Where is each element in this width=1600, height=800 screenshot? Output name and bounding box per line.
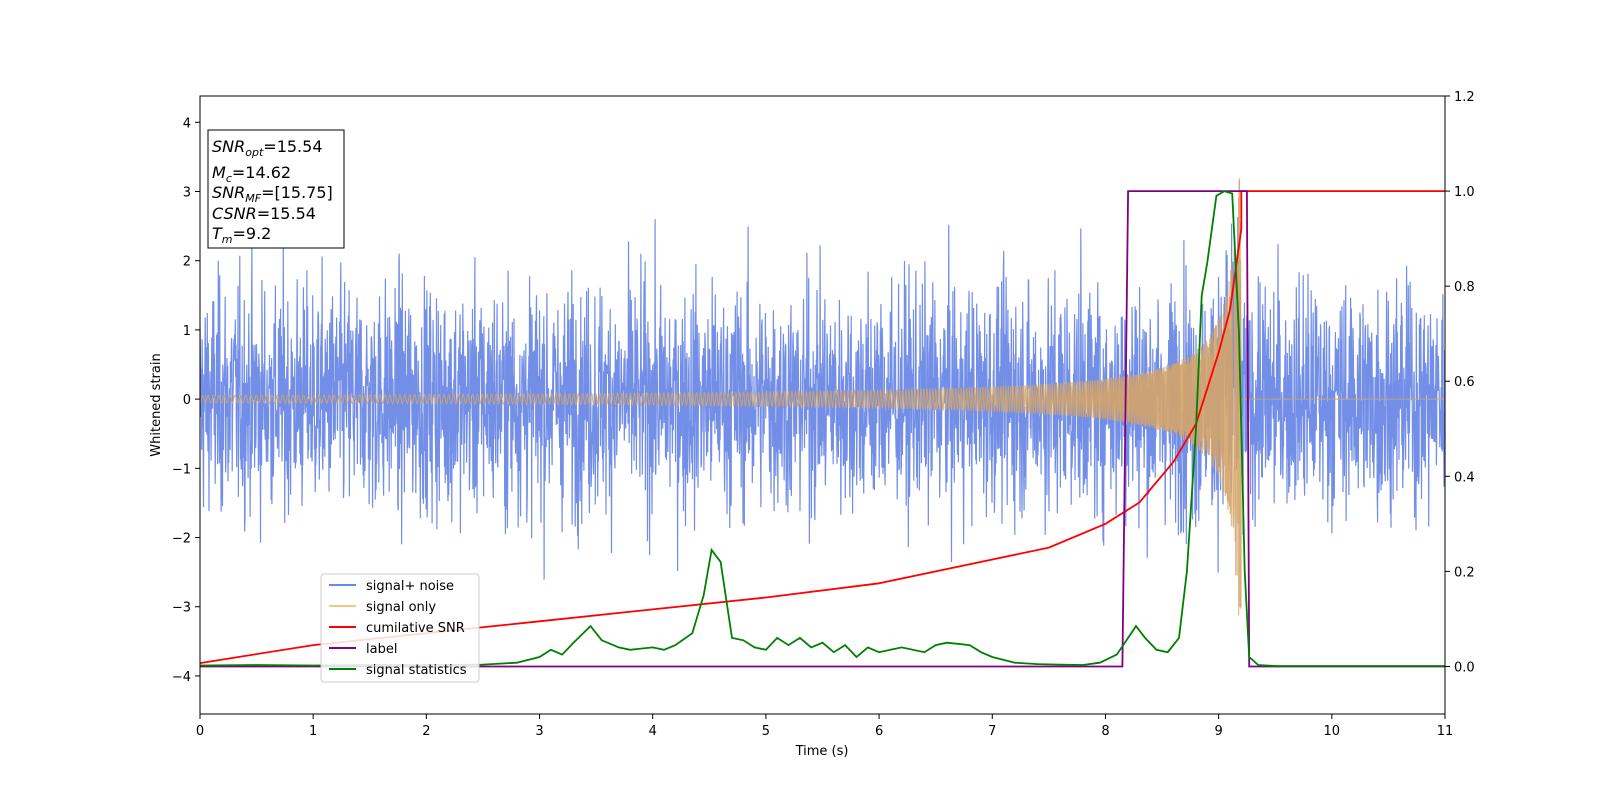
annotation-tm: Tm=9.2 (212, 224, 271, 246)
legend-label-signal-noise: signal+ noise (366, 579, 454, 594)
series-lines (199, 190, 1445, 668)
annotation-mc: Mc=14.62 (212, 163, 291, 185)
legend: signal+ noise signal only cumilative SNR… (320, 573, 480, 683)
x-tick-label: 5 (762, 724, 770, 739)
x-tick-label: 9 (1214, 724, 1222, 739)
y-tick-label: −2 (172, 532, 191, 547)
series-signal-only (199, 178, 1445, 616)
x-tick-label: 10 (1324, 724, 1341, 739)
y-axis-label: Whitened strain (149, 353, 164, 456)
series-signal-noise-line (199, 216, 1446, 580)
series-signal-statistics-line (199, 190, 1445, 667)
x-tick-label: 1 (309, 724, 317, 739)
annotation-csnr: CSNR=15.54 (212, 204, 316, 223)
y-tick-label: −1 (172, 462, 191, 477)
y-tick-label: −4 (172, 670, 191, 685)
y2-tick-label: 0.2 (1454, 565, 1475, 580)
x-tick-label: 6 (875, 724, 883, 739)
y-tick-label: 1 (183, 324, 191, 339)
annotation-frame (207, 129, 345, 249)
y2-tick-label: 1.2 (1454, 90, 1475, 105)
x-tick-label: 3 (535, 724, 543, 739)
y-tick-label: 4 (183, 116, 191, 131)
x-axis-label: Time (s) (795, 744, 849, 759)
annotation-box: SNRopt=15.54 Mc=14.62 SNRMF=[15.75] CSNR… (207, 129, 345, 249)
y2-tick-label: 0.6 (1454, 375, 1475, 390)
x-tick-label: 7 (988, 724, 996, 739)
legend-label-label: label (366, 642, 397, 657)
y-tick-label: 3 (183, 186, 191, 201)
y2-tick-label: 0.4 (1454, 470, 1475, 485)
annotation-snr-mf: SNRMF=[15.75] (212, 183, 333, 205)
legend-frame (320, 573, 480, 683)
y2-tick-label: 0.8 (1454, 280, 1475, 295)
legend-label-signal-only: signal only (366, 600, 436, 615)
series-signal-only-line (199, 178, 1445, 616)
legend-label-cumilative-snr: cumilative SNR (366, 621, 465, 636)
plot-area (199, 178, 1446, 668)
x-tick-label: 11 (1437, 724, 1454, 739)
series-signal-noise (199, 216, 1446, 580)
y2-axis-ticks: 1.2 1.0 0.8 0.6 0.4 0.2 0.0 (1445, 90, 1475, 675)
y-tick-label: 2 (183, 255, 191, 270)
x-tick-label: 0 (196, 724, 204, 739)
y-tick-label: −3 (172, 601, 191, 616)
series-cumilative-snr-line (199, 190, 1445, 664)
x-tick-label: 4 (649, 724, 657, 739)
x-tick-label: 8 (1101, 724, 1109, 739)
y-axis-ticks: 4 3 2 1 0 −1 −2 −3 −4 (172, 116, 200, 685)
plot-frame (199, 95, 1446, 715)
annotation-snr-opt: SNRopt=15.54 (212, 137, 323, 159)
x-axis-ticks: 0 1 2 3 4 5 6 7 8 9 10 11 (196, 714, 1453, 739)
x-tick-label: 2 (422, 724, 430, 739)
y2-tick-label: 1.0 (1454, 185, 1475, 200)
y2-tick-label: 0.0 (1454, 660, 1475, 675)
y-tick-label: 0 (183, 393, 191, 408)
legend-label-signal-statistics: signal statistics (366, 663, 467, 678)
